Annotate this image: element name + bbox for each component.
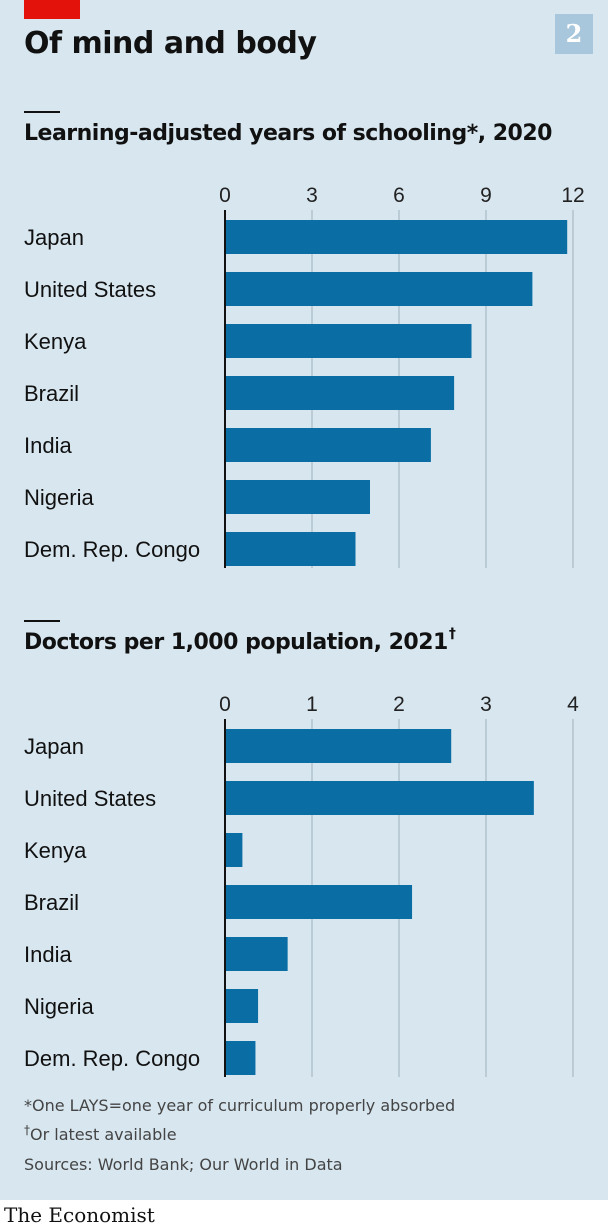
doctors-tick-label: 3	[480, 693, 492, 716]
footnote-dagger: †	[24, 1123, 30, 1137]
schooling-bar-united-states	[225, 272, 533, 306]
schooling-category-label: Kenya	[24, 329, 87, 354]
chart-title-doctors-text: Doctors per 1,000 population, 2021	[24, 630, 448, 655]
doctors-category-label: Dem. Rep. Congo	[24, 1046, 200, 1071]
schooling-bar-nigeria	[225, 480, 370, 514]
section-rule-2	[24, 620, 60, 622]
doctors-bar-japan	[225, 729, 452, 763]
doctors-tick-label: 2	[393, 693, 405, 716]
doctors-bar-united-states	[225, 781, 534, 815]
doctors-category-label: Kenya	[24, 838, 87, 863]
doctors-bar-brazil	[225, 885, 413, 919]
doctors-bar-dem-rep-congo	[225, 1041, 256, 1075]
page-title: Of mind and body	[24, 26, 317, 61]
schooling-bar-dem-rep-congo	[225, 532, 356, 566]
doctors-category-label: United States	[24, 786, 156, 811]
schooling-category-label: Nigeria	[24, 485, 94, 510]
schooling-category-label: Japan	[24, 225, 84, 250]
schooling-bar-brazil	[225, 376, 455, 410]
schooling-bar-japan	[225, 220, 568, 254]
footnote-lays: *One LAYS=one year of curriculum properl…	[24, 1096, 456, 1115]
schooling-tick-label: 9	[480, 184, 492, 207]
footnote-latest-text: Or latest available	[30, 1125, 177, 1144]
chart-title-schooling: Learning-adjusted years of schooling*, 2…	[24, 121, 552, 146]
chart-title-doctors: Doctors per 1,000 population, 2021†	[24, 626, 456, 655]
doctors-category-label: Japan	[24, 734, 84, 759]
chart-number-badge: 2	[555, 14, 593, 54]
doctors-bar-india	[225, 937, 288, 971]
schooling-bar-chart: 0 3 6 9 12 Japan United States Kenya Brazil India…	[24, 184, 585, 568]
red-tag	[24, 0, 80, 19]
schooling-category-label: United States	[24, 277, 156, 302]
schooling-bar-kenya	[225, 324, 472, 358]
section-rule-1	[24, 111, 60, 113]
footnote-sources: Sources: World Bank; Our World in Data	[24, 1155, 343, 1174]
schooling-tick-label: 12	[561, 184, 584, 207]
schooling-category-label: Brazil	[24, 381, 79, 406]
schooling-tick-label: 6	[393, 184, 405, 207]
doctors-category-label: Brazil	[24, 890, 79, 915]
doctors-bar-chart: 0 1 2 3 4 Japan United States Kenya Brazil India N…	[24, 693, 579, 1077]
schooling-bar-india	[225, 428, 431, 462]
doctors-bar-kenya	[225, 833, 243, 867]
doctors-bar-nigeria	[225, 989, 259, 1023]
doctors-tick-label: 0	[219, 693, 231, 716]
economist-logo: The Economist	[4, 1203, 155, 1227]
schooling-category-label: Dem. Rep. Congo	[24, 537, 200, 562]
schooling-tick-label: 0	[219, 184, 231, 207]
doctors-category-label: India	[24, 942, 72, 967]
doctors-tick-label: 4	[567, 693, 579, 716]
schooling-tick-label: 3	[306, 184, 318, 207]
schooling-category-label: India	[24, 433, 72, 458]
dagger-mark: †	[448, 626, 456, 642]
doctors-category-label: Nigeria	[24, 994, 94, 1019]
footnote-latest: †Or latest available	[24, 1123, 177, 1144]
doctors-tick-label: 1	[306, 693, 318, 716]
chart-panel: Of mind and body 2 Learning-adjusted yea…	[0, 0, 608, 1200]
